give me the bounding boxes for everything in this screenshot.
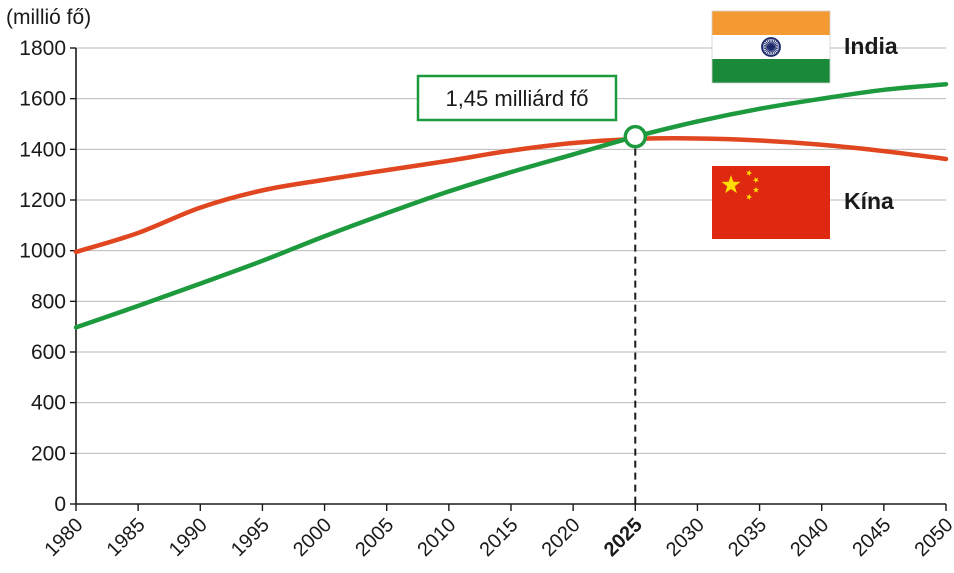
india-flag — [711, 10, 831, 84]
x-tick-label-highlight: 2025 — [600, 514, 647, 561]
annotation: 1,45 milliárd fő — [416, 74, 648, 504]
x-axis-ticks: 1980 1985 1990 1995 2000 2005 2010 2015 2020 2025… — [41, 504, 954, 561]
series-india — [73, 81, 949, 330]
china-star-icon — [721, 175, 741, 194]
y-tick-label: 1400 — [19, 138, 66, 161]
y-tick-label: 1600 — [19, 88, 66, 111]
x-tick-label: 1990 — [165, 514, 212, 561]
callout-box — [416, 74, 618, 122]
y-tick-label: 1800 — [19, 37, 66, 60]
x-tick-label: 1980 — [41, 514, 88, 561]
y-axis-ticks: 0 200 400 600 800 1000 1200 1400 1600 1800 — [19, 37, 76, 516]
x-tick-label: 2035 — [724, 514, 771, 561]
callout-text: 1,45 milliárd fő — [445, 86, 588, 111]
series-label-india: India — [844, 33, 898, 59]
ashoka-chakra-icon — [761, 37, 781, 57]
x-tick-label: 2045 — [848, 514, 895, 561]
series-label-china: Kína — [844, 188, 894, 214]
x-tick-label: 2020 — [538, 514, 585, 561]
crossover-marker — [623, 124, 648, 149]
china-flag — [712, 166, 830, 239]
y-tick-label: 200 — [31, 442, 66, 465]
x-tick-label: 2040 — [786, 514, 833, 561]
y-axis-unit-label: (millió fő) — [6, 6, 91, 29]
series-line-china — [73, 136, 949, 255]
series-china — [73, 136, 949, 255]
x-tick-label: 1995 — [227, 514, 274, 561]
x-tick-label: 2005 — [351, 514, 398, 561]
x-tick-label: 2015 — [476, 514, 523, 561]
china-small-stars-icon — [746, 169, 760, 201]
x-tick-label: 2030 — [662, 514, 709, 561]
y-tick-label: 1000 — [19, 240, 66, 263]
y-tick-label: 0 — [54, 493, 66, 516]
x-tick-label: 2050 — [911, 514, 954, 561]
x-tick-label: 1985 — [103, 514, 150, 561]
x-tick-label: 2010 — [413, 514, 460, 561]
y-tick-label: 400 — [31, 392, 66, 415]
series-lines — [73, 81, 949, 330]
y-tick-label: 1200 — [19, 189, 66, 212]
y-tick-label: 800 — [31, 290, 66, 313]
y-tick-label: 600 — [31, 341, 66, 364]
x-tick-label: 2000 — [289, 514, 336, 561]
series-line-india — [73, 81, 949, 330]
